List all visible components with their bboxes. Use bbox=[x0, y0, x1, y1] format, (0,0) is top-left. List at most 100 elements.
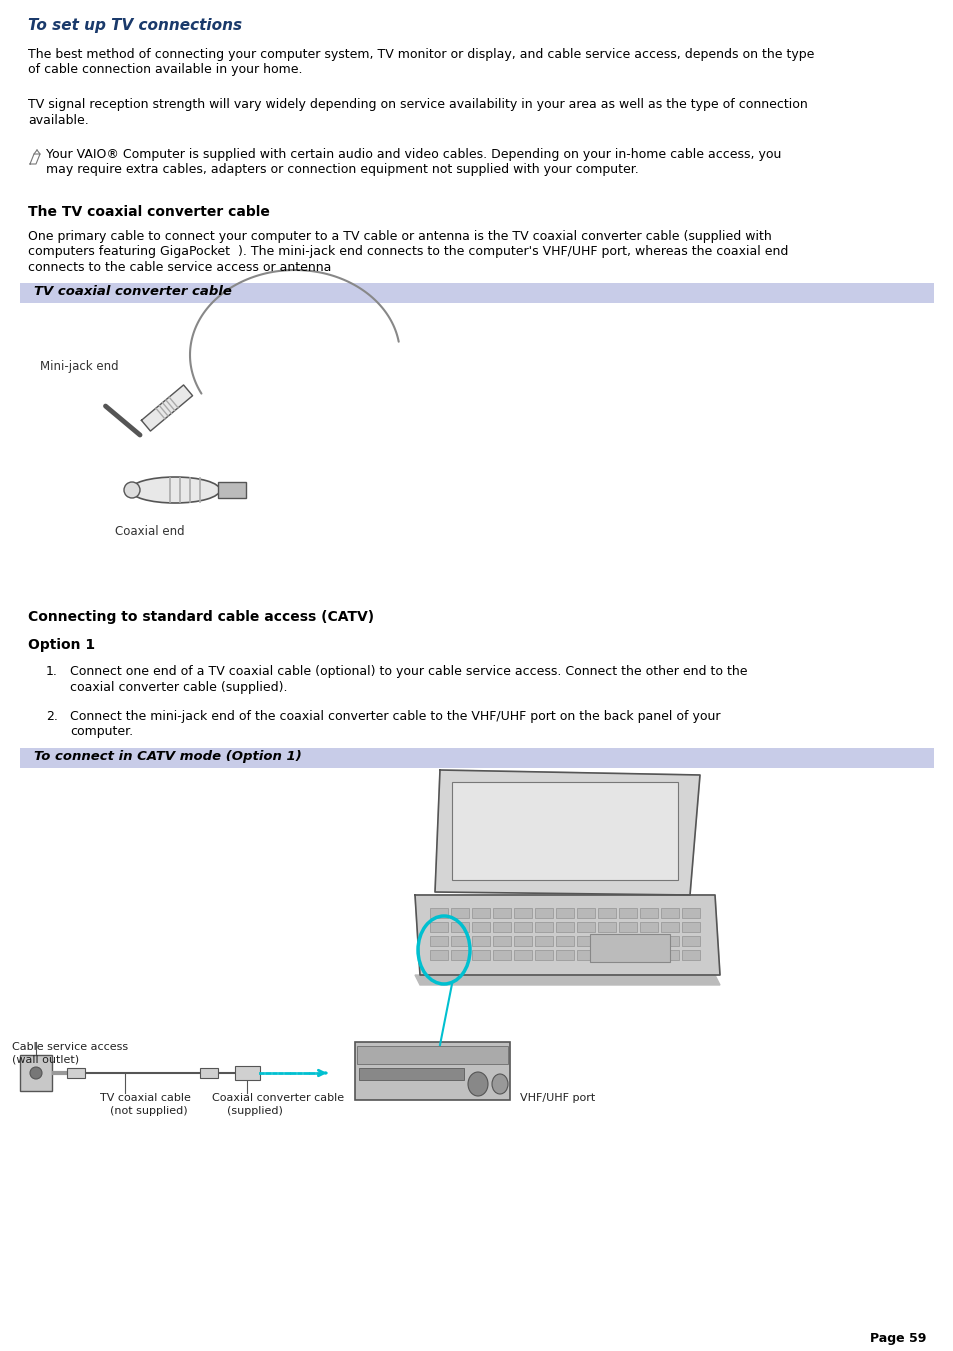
Text: Connect one end of a TV coaxial cable (optional) to your cable service access. C: Connect one end of a TV coaxial cable (o… bbox=[70, 665, 747, 678]
Text: Your VAIO® Computer is supplied with certain audio and video cables. Depending o: Your VAIO® Computer is supplied with cer… bbox=[46, 149, 781, 161]
Bar bbox=[514, 908, 532, 917]
Text: (not supplied): (not supplied) bbox=[110, 1106, 188, 1116]
Ellipse shape bbox=[130, 477, 220, 503]
Bar bbox=[234, 1066, 260, 1079]
Text: computer.: computer. bbox=[70, 725, 133, 739]
Bar bbox=[451, 908, 469, 917]
Bar bbox=[493, 950, 511, 961]
Ellipse shape bbox=[492, 1074, 507, 1094]
Bar bbox=[472, 908, 490, 917]
Text: TV signal reception strength will vary widely depending on service availability : TV signal reception strength will vary w… bbox=[28, 99, 807, 111]
Bar bbox=[67, 1069, 85, 1078]
Bar bbox=[20, 282, 933, 303]
Ellipse shape bbox=[30, 1067, 42, 1079]
Bar bbox=[356, 1046, 507, 1065]
Text: (supplied): (supplied) bbox=[227, 1106, 283, 1116]
Bar bbox=[451, 921, 469, 932]
Bar bbox=[493, 921, 511, 932]
Bar bbox=[660, 950, 679, 961]
Bar bbox=[639, 950, 658, 961]
Text: TV coaxial converter cable: TV coaxial converter cable bbox=[34, 285, 232, 299]
Bar bbox=[20, 748, 933, 767]
Bar bbox=[598, 908, 616, 917]
Text: of cable connection available in your home.: of cable connection available in your ho… bbox=[28, 63, 302, 77]
Bar bbox=[681, 936, 700, 946]
Bar bbox=[535, 921, 553, 932]
Text: VHF/UHF port: VHF/UHF port bbox=[519, 1093, 595, 1102]
Text: Page 59: Page 59 bbox=[869, 1332, 925, 1346]
Bar bbox=[681, 908, 700, 917]
Bar bbox=[556, 908, 574, 917]
Bar bbox=[660, 921, 679, 932]
Bar bbox=[430, 950, 448, 961]
Bar bbox=[218, 482, 246, 499]
Bar bbox=[200, 1069, 218, 1078]
Bar bbox=[598, 921, 616, 932]
Text: Coaxial end: Coaxial end bbox=[115, 526, 185, 538]
Text: Connecting to standard cable access (CATV): Connecting to standard cable access (CAT… bbox=[28, 611, 374, 624]
Bar bbox=[639, 936, 658, 946]
Bar bbox=[20, 1055, 52, 1092]
Bar bbox=[556, 921, 574, 932]
Bar bbox=[451, 936, 469, 946]
Bar bbox=[618, 950, 637, 961]
Bar bbox=[598, 936, 616, 946]
Bar bbox=[598, 950, 616, 961]
Text: To connect in CATV mode (Option 1): To connect in CATV mode (Option 1) bbox=[34, 750, 301, 763]
Bar bbox=[472, 921, 490, 932]
Polygon shape bbox=[415, 975, 720, 985]
Bar bbox=[535, 908, 553, 917]
Bar bbox=[556, 950, 574, 961]
Bar bbox=[577, 950, 595, 961]
Bar bbox=[660, 908, 679, 917]
Bar bbox=[430, 908, 448, 917]
Text: (wall outlet): (wall outlet) bbox=[12, 1055, 79, 1065]
Bar bbox=[493, 936, 511, 946]
Bar bbox=[577, 908, 595, 917]
Bar bbox=[535, 936, 553, 946]
Text: computers featuring GigaPocket  ). The mini-jack end connects to the computer's : computers featuring GigaPocket ). The mi… bbox=[28, 246, 787, 258]
Bar bbox=[535, 950, 553, 961]
Text: may require extra cables, adapters or connection equipment not supplied with you: may require extra cables, adapters or co… bbox=[46, 163, 639, 177]
Bar bbox=[618, 908, 637, 917]
Ellipse shape bbox=[124, 482, 140, 499]
Text: To set up TV connections: To set up TV connections bbox=[28, 18, 242, 32]
Bar bbox=[618, 921, 637, 932]
Bar bbox=[639, 921, 658, 932]
Text: TV coaxial cable: TV coaxial cable bbox=[100, 1093, 191, 1102]
Polygon shape bbox=[141, 385, 193, 431]
Text: connects to the cable service access or antenna: connects to the cable service access or … bbox=[28, 261, 331, 274]
Text: coaxial converter cable (supplied).: coaxial converter cable (supplied). bbox=[70, 681, 287, 693]
Polygon shape bbox=[435, 770, 700, 894]
Bar bbox=[358, 1069, 463, 1079]
Bar bbox=[430, 921, 448, 932]
Text: 1.: 1. bbox=[46, 665, 58, 678]
Text: Option 1: Option 1 bbox=[28, 638, 95, 653]
Bar bbox=[618, 936, 637, 946]
Bar bbox=[577, 936, 595, 946]
Bar bbox=[639, 908, 658, 917]
Bar bbox=[577, 921, 595, 932]
Bar bbox=[660, 936, 679, 946]
Ellipse shape bbox=[468, 1071, 488, 1096]
Text: One primary cable to connect your computer to a TV cable or antenna is the TV co: One primary cable to connect your comput… bbox=[28, 230, 771, 243]
Bar bbox=[493, 908, 511, 917]
Bar bbox=[556, 936, 574, 946]
Bar bbox=[452, 782, 678, 880]
Bar bbox=[589, 934, 669, 962]
Text: available.: available. bbox=[28, 113, 89, 127]
Bar bbox=[355, 1042, 510, 1100]
Bar bbox=[514, 950, 532, 961]
Text: 2.: 2. bbox=[46, 711, 58, 723]
Text: Mini-jack end: Mini-jack end bbox=[40, 359, 118, 373]
Bar bbox=[430, 936, 448, 946]
Bar bbox=[514, 936, 532, 946]
Bar bbox=[472, 936, 490, 946]
Text: The best method of connecting your computer system, TV monitor or display, and c: The best method of connecting your compu… bbox=[28, 49, 814, 61]
Bar bbox=[472, 950, 490, 961]
Text: The TV coaxial converter cable: The TV coaxial converter cable bbox=[28, 205, 270, 219]
Bar bbox=[681, 950, 700, 961]
Bar bbox=[451, 950, 469, 961]
Bar bbox=[514, 921, 532, 932]
Text: Cable service access: Cable service access bbox=[12, 1042, 128, 1052]
